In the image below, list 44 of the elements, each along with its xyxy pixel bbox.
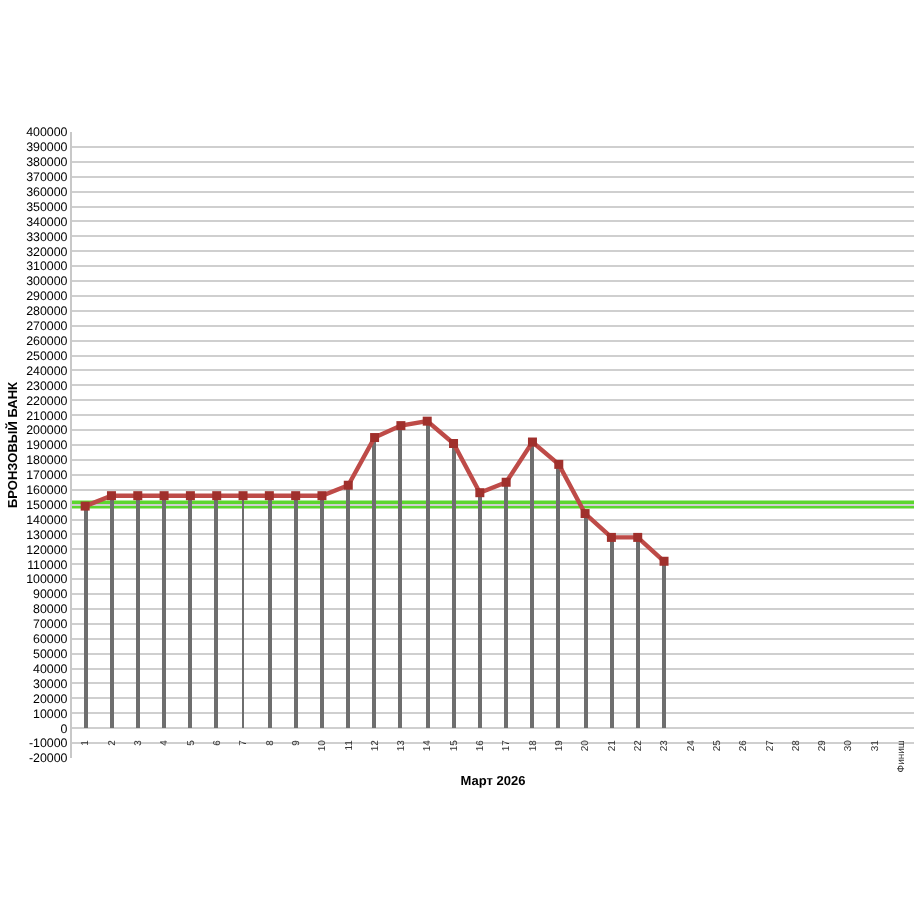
bar [452,444,456,728]
bar [372,438,376,728]
bar [84,506,88,728]
bar [426,422,430,728]
point [159,491,169,501]
point [133,491,143,501]
point [659,556,669,566]
bar [268,496,272,728]
point [264,491,274,501]
point [501,477,511,487]
point [606,532,616,542]
point [343,480,353,490]
bar [636,538,640,728]
bar [662,562,666,728]
point [633,532,643,542]
point [80,501,90,511]
bar [610,538,614,728]
bar [294,496,298,728]
bar [556,464,560,728]
bar [188,496,192,728]
point [396,421,406,431]
point [185,491,195,501]
bar [584,514,588,728]
point [475,488,485,498]
point [106,491,116,501]
point [238,491,248,501]
point [291,491,301,501]
bar [110,496,114,728]
point [212,491,222,501]
bar [162,496,166,728]
bar [398,426,402,728]
point [554,459,564,469]
bar [214,496,218,728]
bar [320,496,324,728]
point [370,433,380,443]
point [580,509,590,519]
point [317,491,327,501]
bar [136,496,140,728]
bar [346,486,350,728]
point [449,439,459,448]
bar [504,482,508,728]
point [527,437,537,447]
point [422,416,432,426]
bar [530,442,534,728]
